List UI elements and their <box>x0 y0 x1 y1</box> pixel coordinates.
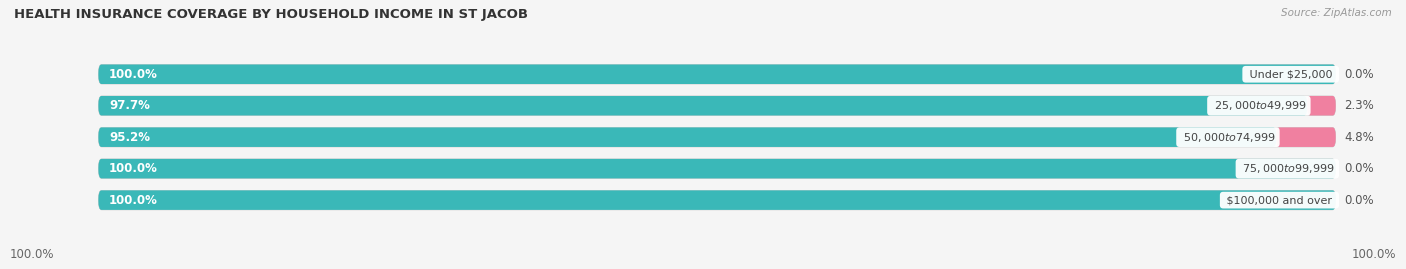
Text: $75,000 to $99,999: $75,000 to $99,999 <box>1239 162 1336 175</box>
FancyBboxPatch shape <box>98 159 1336 178</box>
Text: 0.0%: 0.0% <box>1344 194 1374 207</box>
Text: 2.3%: 2.3% <box>1344 99 1374 112</box>
FancyBboxPatch shape <box>98 159 1336 178</box>
Text: 100.0%: 100.0% <box>110 194 157 207</box>
Text: 97.7%: 97.7% <box>110 99 150 112</box>
FancyBboxPatch shape <box>98 96 1336 115</box>
Text: $100,000 and over: $100,000 and over <box>1223 195 1336 205</box>
FancyBboxPatch shape <box>98 65 1336 84</box>
FancyBboxPatch shape <box>1308 96 1336 115</box>
FancyBboxPatch shape <box>98 190 1336 210</box>
Text: 95.2%: 95.2% <box>110 131 150 144</box>
FancyBboxPatch shape <box>98 190 1336 210</box>
Text: Source: ZipAtlas.com: Source: ZipAtlas.com <box>1281 8 1392 18</box>
Text: HEALTH INSURANCE COVERAGE BY HOUSEHOLD INCOME IN ST JACOB: HEALTH INSURANCE COVERAGE BY HOUSEHOLD I… <box>14 8 529 21</box>
Text: 4.8%: 4.8% <box>1344 131 1374 144</box>
FancyBboxPatch shape <box>1277 128 1336 147</box>
Text: 0.0%: 0.0% <box>1344 162 1374 175</box>
FancyBboxPatch shape <box>98 128 1336 147</box>
FancyBboxPatch shape <box>98 96 1308 115</box>
Text: $50,000 to $74,999: $50,000 to $74,999 <box>1180 131 1277 144</box>
Text: 100.0%: 100.0% <box>110 162 157 175</box>
Text: 0.0%: 0.0% <box>1344 68 1374 81</box>
FancyBboxPatch shape <box>98 65 1336 84</box>
Text: 100.0%: 100.0% <box>110 68 157 81</box>
Text: $25,000 to $49,999: $25,000 to $49,999 <box>1211 99 1308 112</box>
Text: 100.0%: 100.0% <box>1351 248 1396 261</box>
Text: Under $25,000: Under $25,000 <box>1246 69 1336 79</box>
FancyBboxPatch shape <box>98 128 1277 147</box>
Text: 100.0%: 100.0% <box>10 248 55 261</box>
